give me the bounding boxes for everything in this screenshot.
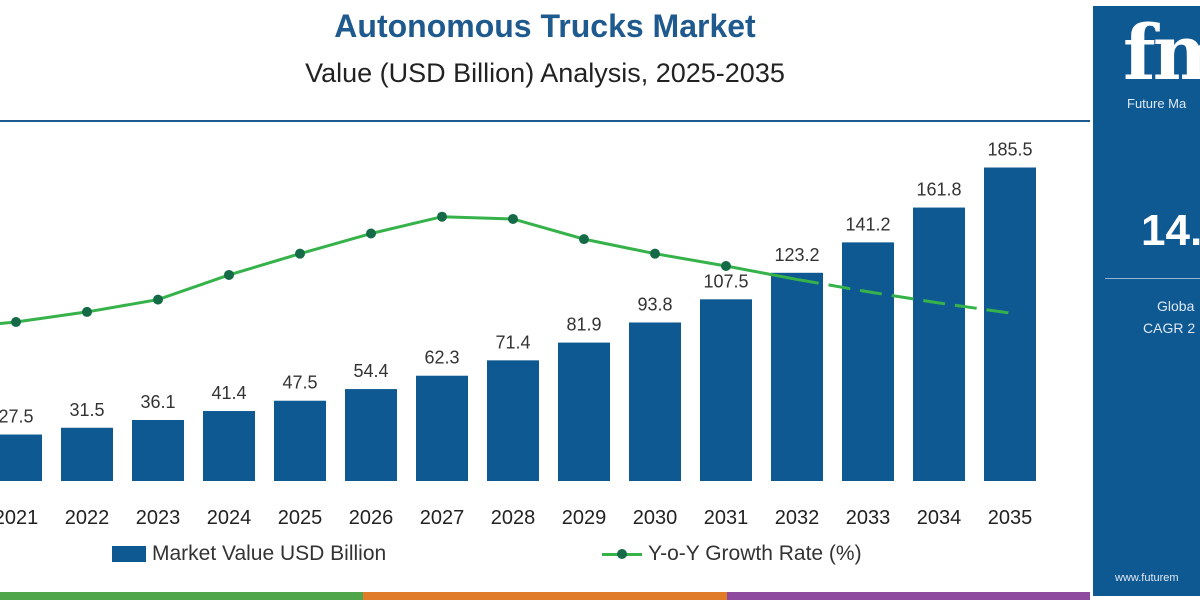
side-info-panel: fm Future Ma 14. Globa CAGR 2 www.future…	[1093, 6, 1200, 596]
x-tick-2024: 2024	[207, 507, 252, 529]
x-tick-2032: 2032	[775, 507, 820, 529]
bar-label-2027: 62.3	[424, 348, 459, 368]
legend-growth-rate-label: Y-o-Y Growth Rate (%)	[648, 542, 862, 565]
bar-2021	[0, 434, 42, 481]
panel-divider	[1105, 278, 1200, 279]
bar-2024	[203, 411, 255, 481]
growth-point-2023	[153, 294, 163, 305]
strip-orange	[363, 592, 727, 600]
bar-2033	[842, 242, 894, 481]
bar-label-2034: 161.8	[916, 180, 961, 200]
growth-point-2024	[224, 269, 234, 280]
panel-label-cagr: CAGR 2	[1143, 320, 1196, 336]
x-tick-2022: 2022	[65, 507, 110, 529]
bar-2032	[771, 272, 823, 481]
bar-2026	[345, 389, 397, 481]
bar-label-2021: 27.5	[0, 407, 34, 427]
x-tick-2029: 2029	[562, 507, 607, 529]
brand-logo: fm	[1123, 8, 1200, 97]
panel-label-global: Globa	[1157, 298, 1195, 314]
bar-label-2022: 31.5	[69, 400, 104, 420]
growth-point-2022	[82, 306, 92, 317]
x-tick-2023: 2023	[136, 507, 181, 529]
brand-name: Future Ma	[1127, 96, 1187, 111]
x-tick-2031: 2031	[704, 507, 749, 529]
bar-2025	[274, 400, 326, 481]
growth-point-2029	[579, 234, 589, 245]
growth-point-2028	[508, 213, 518, 224]
bar-label-2028: 71.4	[495, 332, 530, 352]
x-tick-2026: 2026	[349, 507, 394, 529]
legend-growth-rate: Y-o-Y Growth Rate (%)	[602, 542, 862, 566]
bar-2030	[629, 322, 681, 481]
strip-purple	[726, 592, 1090, 600]
bar-2027	[416, 375, 468, 481]
chart-subtitle: Value (USD Billion) Analysis, 2025-2035	[305, 58, 785, 88]
strip-green	[0, 592, 364, 600]
bar-label-2032: 123.2	[774, 245, 819, 265]
growth-point-2030	[650, 248, 660, 259]
chart-canvas: 27.5 31.5 36.1 41.4 47.5 54.4 62.3 71.4 81.9 93.8…	[0, 140, 1036, 529]
bottom-color-strip	[0, 592, 1090, 600]
x-tick-2035: 2035	[988, 507, 1033, 529]
legend-line-swatch	[602, 548, 642, 559]
bar-2028	[487, 360, 539, 481]
growth-line-dashed	[796, 277, 1011, 315]
x-tick-2033: 2033	[846, 507, 891, 529]
x-tick-2027: 2027	[420, 507, 465, 529]
growth-point-2021	[11, 317, 21, 327]
bar-label-2026: 54.4	[353, 361, 388, 381]
chart-title: Autonomous Trucks Market	[334, 8, 756, 44]
legend-bar-swatch	[112, 546, 146, 562]
bar-2031	[700, 299, 752, 481]
bar-2034	[913, 207, 965, 482]
bar-label-2024: 41.4	[211, 383, 246, 403]
cagr-value: 14.	[1141, 206, 1200, 255]
bar-label-2031: 107.5	[703, 271, 748, 291]
x-tick-2030: 2030	[633, 507, 678, 529]
x-tick-2028: 2028	[491, 507, 536, 529]
website-url: www.futurem	[1115, 572, 1179, 584]
growth-line-solid	[0, 215, 798, 326]
bar-2022	[61, 427, 113, 481]
bar-label-2025: 47.5	[282, 373, 317, 393]
bar-label-2035: 185.5	[987, 140, 1032, 160]
bar-2023	[132, 419, 184, 481]
bar-2029	[558, 342, 610, 481]
x-tick-2034: 2034	[917, 507, 962, 529]
growth-point-2026	[366, 228, 376, 239]
x-tick-2025: 2025	[278, 507, 323, 529]
bar-label-2029: 81.9	[566, 315, 601, 335]
header-divider	[0, 120, 1090, 122]
legend-market-value-label: Market Value USD Billion	[152, 542, 387, 565]
bar-label-2023: 36.1	[140, 392, 175, 412]
bar-2035	[984, 167, 1036, 481]
x-tick-2021: 2021	[0, 507, 38, 529]
bar-label-2033: 141.2	[845, 214, 890, 234]
growth-point-2031	[721, 261, 731, 271]
growth-point-2027	[437, 211, 447, 222]
growth-point-2025	[295, 248, 305, 259]
legend-market-value: Market Value USD Billion	[112, 542, 386, 566]
bar-label-2030: 93.8	[637, 294, 672, 314]
